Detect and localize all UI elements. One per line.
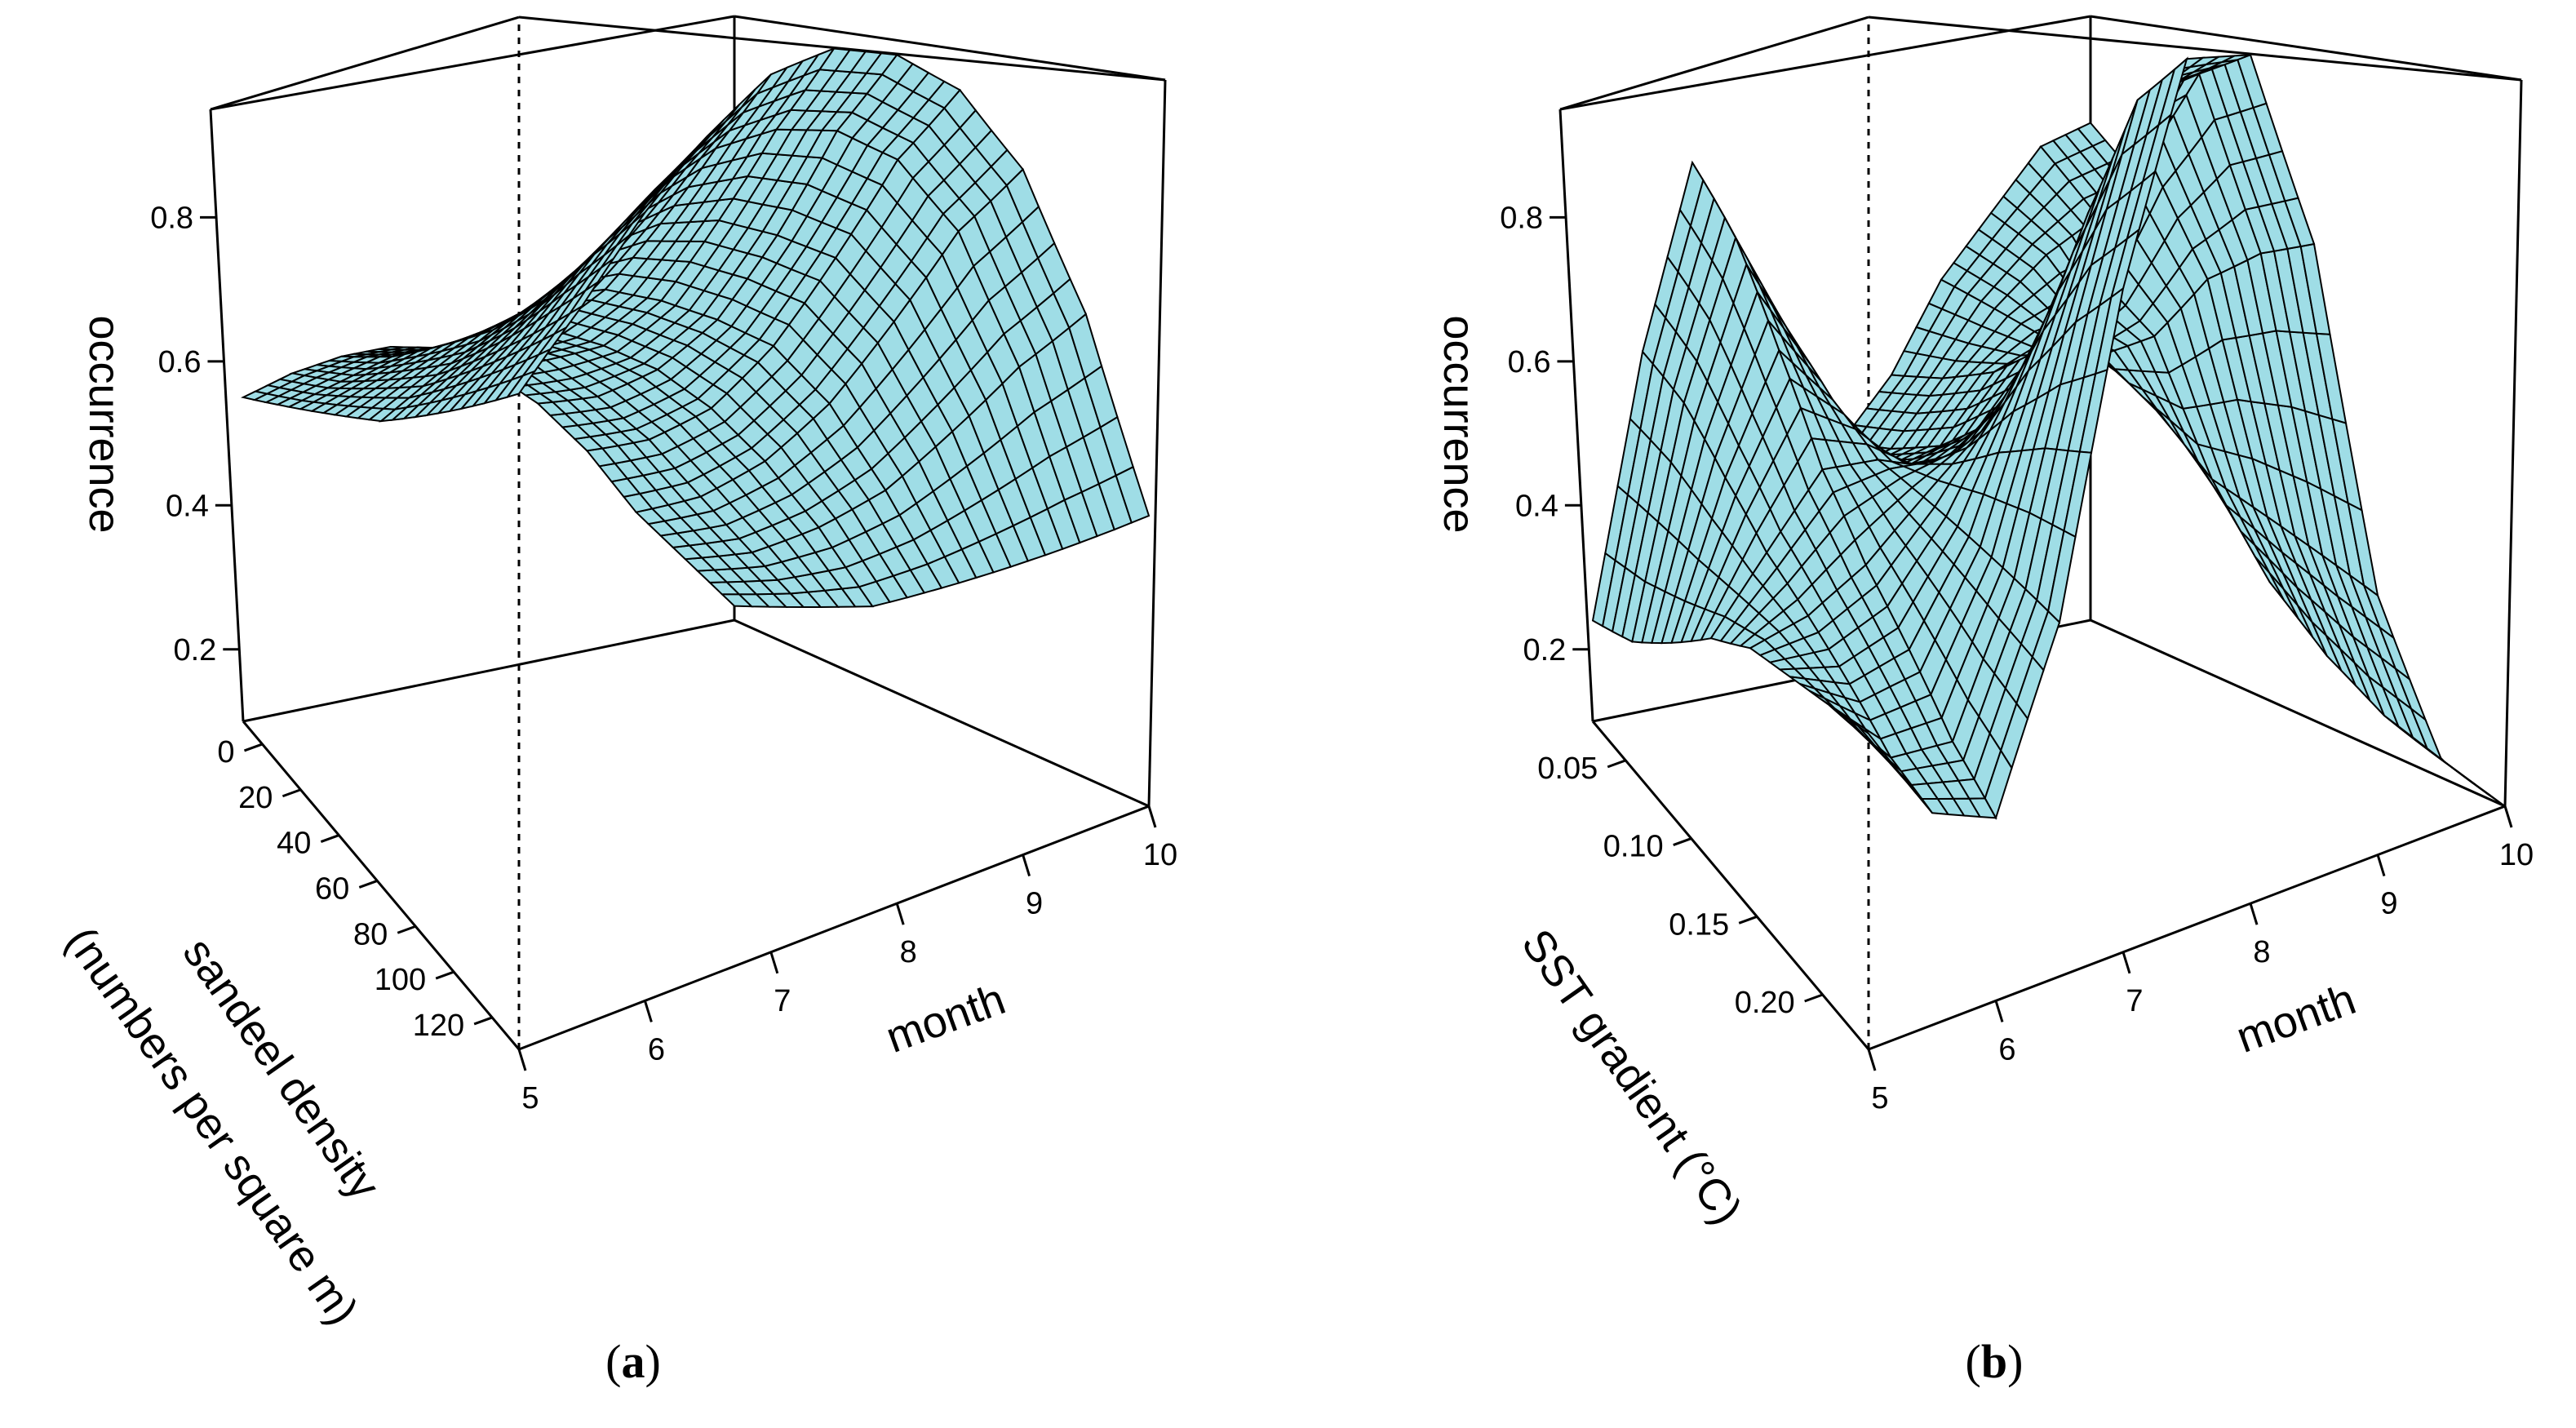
- y-tick-label: 20: [238, 781, 273, 815]
- z-tick-label: 0.2: [1523, 633, 1566, 667]
- z-tick-label: 0.4: [166, 489, 209, 523]
- surface: [1591, 53, 2506, 820]
- x-tick-label: 5: [1871, 1081, 1888, 1115]
- x-tick: [2503, 805, 2513, 828]
- box-edge: [518, 805, 1150, 1051]
- box-edge: [2503, 79, 2523, 807]
- y-tick: [282, 788, 301, 798]
- y-tick: [435, 970, 454, 980]
- box-edge: [1868, 16, 2522, 82]
- x-tick: [1994, 1000, 2004, 1022]
- box-edge: [210, 15, 735, 111]
- x-tick-label: 6: [648, 1032, 665, 1067]
- y-tick: [1804, 993, 1824, 1003]
- x-tick-label: 8: [900, 935, 917, 969]
- x-axis-label: month: [880, 974, 1012, 1062]
- y-tick-label: 100: [375, 963, 426, 997]
- z-axis-label: occurrence: [1434, 315, 1483, 533]
- y-tick: [358, 880, 378, 889]
- z-tick-label: 0.8: [150, 201, 193, 235]
- box-edge: [1147, 79, 1167, 807]
- caption-b-label: b: [1980, 1335, 2008, 1388]
- x-tick-label: 7: [2126, 984, 2143, 1018]
- z-tick-label: 0.6: [1508, 345, 1551, 379]
- x-tick: [2249, 902, 2259, 925]
- box-edge: [734, 619, 1150, 808]
- box-edge: [1868, 805, 2506, 1051]
- y-axis-label: SST gradient (°C): [1512, 920, 1751, 1233]
- surface: [240, 47, 1151, 609]
- caption-a: (a): [605, 1335, 661, 1388]
- x-tick-label: 5: [521, 1081, 539, 1115]
- caption-a-label: a: [621, 1335, 645, 1388]
- x-tick: [1867, 1049, 1877, 1071]
- box-edge: [242, 721, 521, 1050]
- x-tick: [643, 1000, 653, 1022]
- z-tick-label: 0.2: [173, 633, 216, 667]
- x-tick-label: 8: [2253, 935, 2270, 969]
- y-tick-label: 40: [277, 827, 311, 861]
- box-edge: [2090, 619, 2506, 808]
- y-tick: [397, 925, 416, 934]
- box-edge: [1591, 721, 1870, 1050]
- x-tick: [769, 951, 779, 974]
- y-tick: [1673, 837, 1692, 846]
- surface-cell: [505, 369, 537, 399]
- z-tick-label: 0.8: [1500, 201, 1543, 235]
- z-tick-label: 0.6: [158, 345, 202, 379]
- y-tick: [1738, 915, 1758, 925]
- y-tick: [320, 834, 339, 843]
- y-tick-label: 80: [353, 917, 388, 951]
- panel-b-plot: 0.2 0.4 0.6 0.8 occurrence 5 6 7 8 9 10 month 0.05 0.…: [1434, 15, 2534, 1233]
- x-tick: [895, 902, 905, 925]
- x-tick: [1022, 854, 1031, 877]
- surface-cell: [1858, 725, 1886, 755]
- panel-a-plot: 0.2 0.4 0.6 0.8 occurrence 5 6 7 8 9 10 month 020406…: [56, 15, 1177, 1333]
- y-tick-label: 0.10: [1603, 830, 1664, 864]
- x-tick-label: 7: [774, 984, 791, 1018]
- caption-b: (b): [1965, 1335, 2024, 1388]
- y-tick-label: 0.15: [1669, 907, 1729, 942]
- box-edge: [210, 16, 520, 111]
- z-tick-label: 0.4: [1515, 489, 1558, 523]
- box-edge: [734, 15, 1166, 82]
- y-tick-label: 0.05: [1537, 752, 1598, 786]
- z-axis-label: occurrence: [80, 315, 129, 533]
- y-tick-label: 0: [217, 735, 234, 769]
- x-tick-label: 6: [1998, 1032, 2015, 1067]
- x-axis-label: month: [2230, 974, 2362, 1062]
- x-tick: [2376, 854, 2386, 877]
- box-edge: [1559, 16, 1869, 111]
- box-edge: [209, 109, 245, 722]
- x-tick: [517, 1049, 527, 1071]
- x-tick-label: 10: [1143, 838, 1177, 872]
- box-edge: [242, 619, 735, 723]
- box-edge: [1559, 15, 2091, 111]
- y-tick: [243, 743, 263, 752]
- y-tick-label: 0.20: [1735, 986, 1795, 1020]
- box-edge: [2090, 15, 2522, 82]
- x-tick: [2122, 951, 2131, 974]
- y-axis-label: sandeel density: [174, 929, 389, 1208]
- y-tick: [473, 1016, 493, 1026]
- x-tick: [1147, 805, 1157, 828]
- y-tick: [1607, 759, 1626, 769]
- x-tick-label: 10: [2499, 838, 2534, 872]
- x-tick-label: 9: [1026, 887, 1043, 921]
- box-edge: [1558, 109, 1594, 722]
- y-tick-label: 120: [413, 1009, 464, 1043]
- y-tick-label: 60: [315, 871, 349, 906]
- x-tick-label: 9: [2380, 887, 2397, 921]
